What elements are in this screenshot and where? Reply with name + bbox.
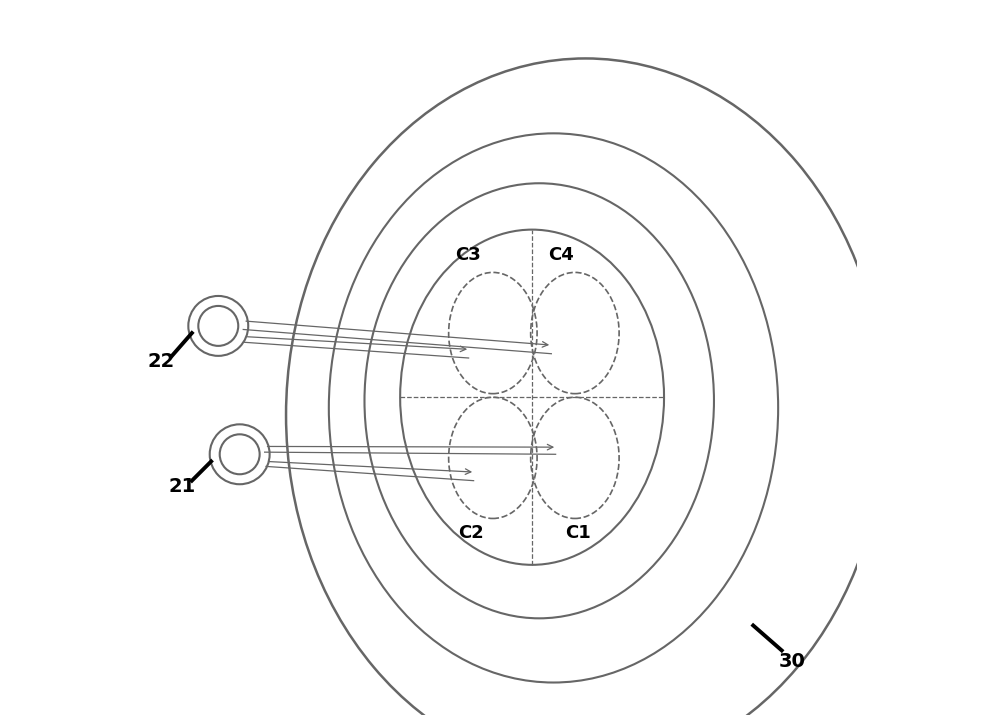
Text: 21: 21	[169, 477, 196, 496]
Text: C4: C4	[548, 246, 573, 263]
Text: C2: C2	[459, 523, 484, 542]
Text: 22: 22	[148, 352, 175, 371]
Text: 30: 30	[779, 652, 806, 671]
Text: C1: C1	[566, 523, 591, 542]
Text: C3: C3	[455, 246, 481, 263]
